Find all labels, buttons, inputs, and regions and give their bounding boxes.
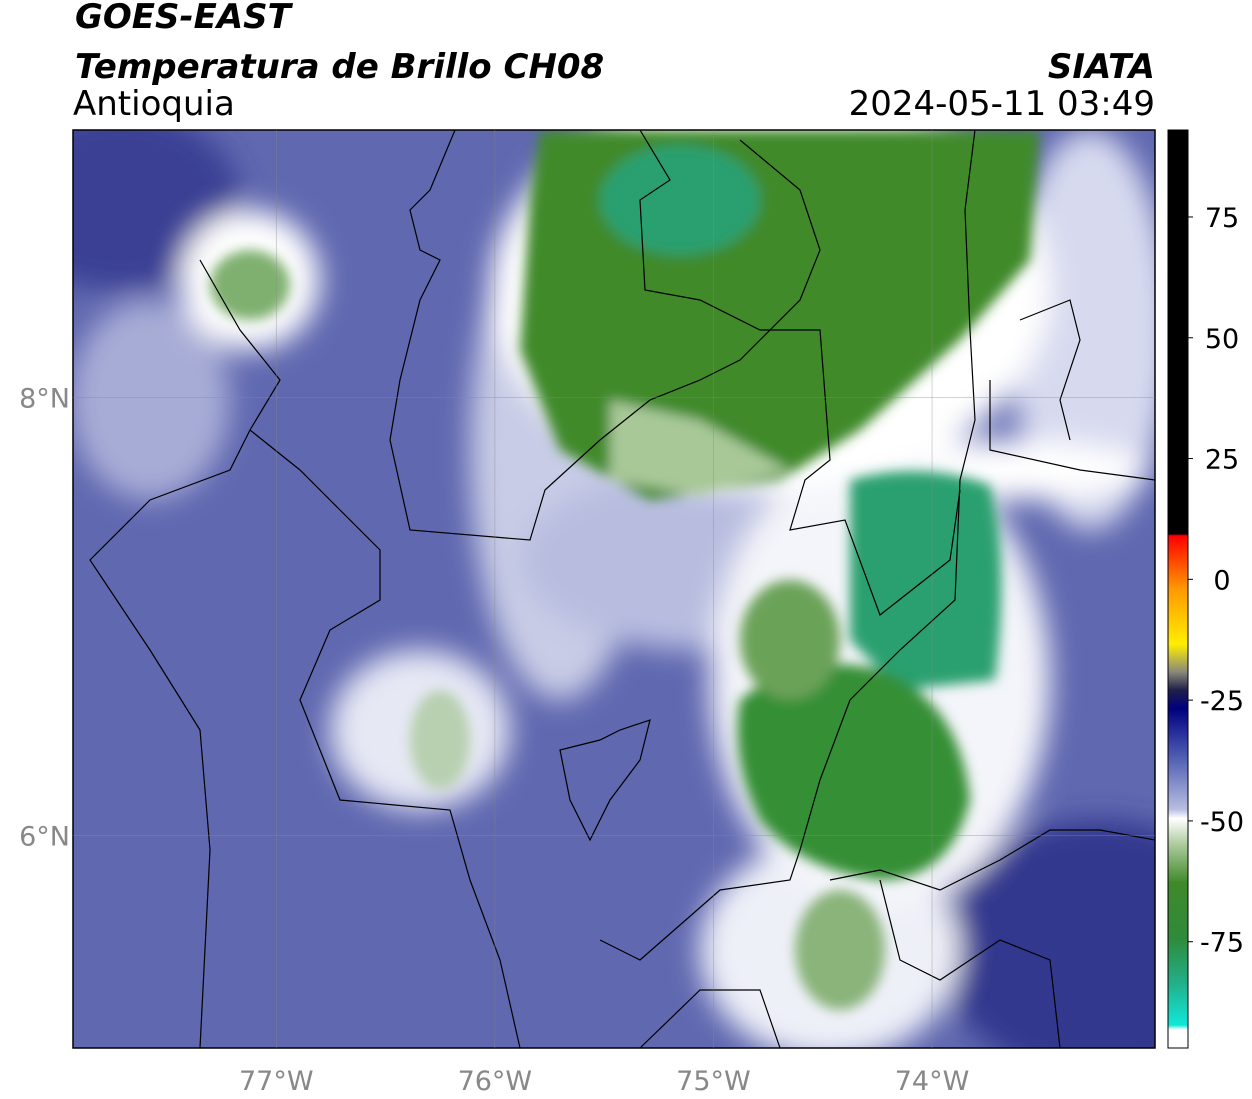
- region: Antioquia: [73, 84, 235, 124]
- title: GOES-EAST: [75, 0, 294, 37]
- satellite-image: [73, 130, 1155, 1048]
- colorbar-tick-label: -50: [1200, 807, 1244, 838]
- x-tick-label: 74°W: [895, 1066, 970, 1097]
- subtitle: Temperatura de Brillo CH08: [75, 47, 604, 87]
- colorbar: [1167, 129, 1189, 1049]
- source: SIATA: [1048, 47, 1155, 87]
- map-frame: [72, 129, 1156, 1049]
- x-tick-label: 75°W: [676, 1066, 751, 1097]
- timestamp: 2024-05-11 03:49: [849, 84, 1155, 124]
- colorbar-tick-label: 25: [1205, 445, 1239, 476]
- y-tick-label: 8°N: [19, 383, 70, 414]
- colorbar-tick-label: -25: [1200, 686, 1244, 717]
- x-tick-label: 76°W: [458, 1066, 533, 1097]
- colorbar-tick-label: 75: [1205, 203, 1239, 234]
- x-tick-label: 77°W: [239, 1066, 314, 1097]
- colorbar-tick-label: -75: [1200, 928, 1244, 959]
- y-tick-label: 6°N: [19, 821, 70, 852]
- colorbar-tick-label: 50: [1205, 324, 1239, 355]
- colorbar-tick-label: 0: [1213, 565, 1230, 596]
